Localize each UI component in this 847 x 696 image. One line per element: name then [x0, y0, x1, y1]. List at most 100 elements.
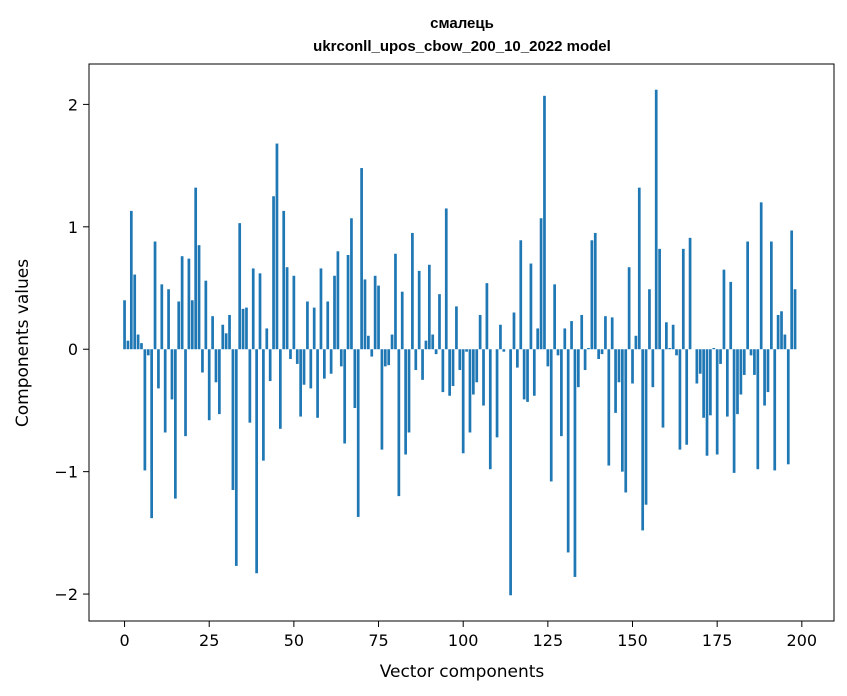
bar-130 [563, 328, 567, 350]
bar-186 [753, 349, 756, 375]
bar-14 [170, 349, 174, 400]
bar-181 [736, 349, 739, 415]
bar-15 [174, 349, 177, 499]
x-tick-label: 75 [368, 631, 388, 650]
bar-37 [248, 349, 252, 423]
bar-131 [566, 349, 570, 553]
bar-30 [224, 333, 228, 350]
bar-22 [197, 245, 201, 350]
bar-160 [665, 322, 668, 350]
bar-182 [739, 349, 743, 395]
bar-134 [576, 349, 580, 388]
bar-87 [417, 270, 421, 350]
bar-152 [637, 187, 641, 350]
bar-29 [221, 324, 225, 350]
bar-74 [373, 275, 377, 350]
y-tick-label: 1 [68, 218, 78, 237]
bar-158 [658, 248, 661, 350]
bar-5 [140, 343, 143, 350]
bar-66 [346, 254, 350, 350]
bar-72 [367, 335, 370, 350]
bar-162 [671, 324, 675, 350]
bar-150 [631, 349, 634, 384]
bar-64 [339, 349, 343, 367]
bar-142 [604, 316, 607, 350]
bar-146 [617, 349, 621, 383]
bar-47 [282, 210, 286, 350]
bar-92 [434, 349, 438, 355]
bar-187 [756, 349, 760, 470]
bar-167 [688, 237, 692, 350]
bar-62 [333, 275, 336, 350]
bar-120 [529, 263, 533, 350]
bar-170 [698, 349, 702, 374]
bar-55 [309, 349, 313, 389]
bar-20 [190, 300, 194, 350]
y-tick-label: 2 [68, 95, 78, 114]
bar-43 [268, 349, 272, 382]
bar-123 [539, 218, 543, 350]
bar-45 [275, 143, 279, 350]
bar-112 [502, 349, 506, 352]
bar-10 [157, 349, 160, 389]
bar-19 [187, 258, 191, 350]
bar-44 [272, 196, 275, 350]
bar-135 [580, 314, 584, 350]
bar-100 [461, 349, 465, 454]
bar-60 [326, 301, 330, 350]
bar-69 [356, 349, 360, 517]
bar-48 [285, 267, 289, 350]
bar-90 [427, 264, 431, 350]
bar-136 [583, 349, 587, 371]
bar-164 [678, 349, 682, 450]
bar-121 [532, 349, 536, 396]
bar-75 [377, 285, 380, 350]
bar-111 [499, 324, 502, 350]
bar-95 [444, 208, 448, 350]
bar-32 [231, 349, 235, 491]
bar-4 [136, 334, 140, 350]
bar-61 [329, 349, 333, 374]
bar-137 [587, 348, 590, 350]
bar-118 [522, 349, 526, 400]
bar-11 [160, 284, 164, 350]
bar-171 [702, 349, 705, 418]
bar-124 [543, 95, 546, 350]
bar-103 [472, 349, 475, 395]
bar-50 [292, 275, 296, 350]
bar-125 [546, 349, 550, 367]
x-tick-label: 200 [787, 631, 818, 650]
x-tick-label: 100 [448, 631, 479, 650]
bar-38 [251, 268, 255, 350]
bar-83 [404, 349, 407, 455]
bar-179 [729, 281, 733, 350]
bar-76 [380, 349, 384, 450]
bar-191 [770, 241, 773, 350]
bar-23 [201, 349, 204, 373]
bar-197 [790, 230, 794, 350]
bar-193 [776, 314, 780, 350]
bar-127 [553, 284, 556, 350]
bar-59 [323, 349, 326, 379]
y-axis-ticks: −2 −1 0 1 2 [54, 95, 89, 604]
bar-97 [451, 349, 455, 386]
x-tick-label: 125 [533, 631, 564, 650]
bar-3 [133, 274, 137, 350]
bar-40 [258, 273, 262, 350]
bar-78 [387, 349, 391, 366]
bar-28 [218, 349, 221, 415]
bar-49 [289, 349, 292, 360]
bar-169 [695, 349, 699, 384]
bar-21 [194, 187, 198, 350]
bar-81 [397, 349, 401, 497]
bar-138 [590, 240, 594, 350]
bar-86 [414, 349, 418, 371]
bar-163 [675, 349, 678, 356]
bar-24 [204, 280, 208, 350]
bar-68 [353, 349, 357, 408]
bar-33 [234, 349, 238, 566]
bars-group [123, 89, 797, 596]
bar-133 [573, 349, 577, 577]
bar-178 [725, 349, 729, 417]
bar-27 [214, 349, 218, 383]
